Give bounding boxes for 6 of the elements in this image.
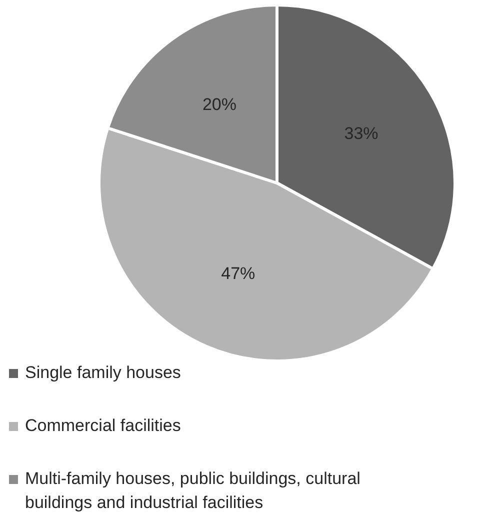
data-label: 33%: [344, 124, 378, 144]
data-label: 47%: [221, 264, 256, 283]
legend-label: Multi-family houses, public buildings, cultural buildings and industrial facilities: [25, 469, 360, 512]
legend-label: Commercial facilities: [25, 416, 181, 435]
legend-label: Single family houses: [25, 363, 181, 382]
data-label: 20%: [202, 94, 236, 114]
